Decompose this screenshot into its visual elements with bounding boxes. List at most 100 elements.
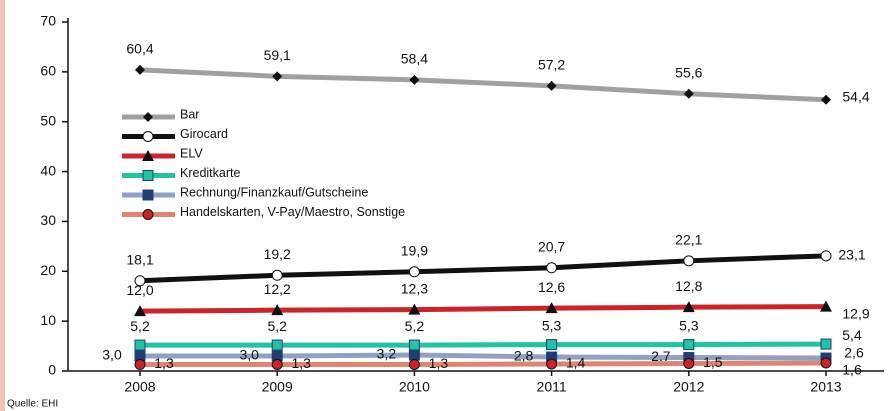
x-tick-label: 2010 (399, 379, 430, 395)
marker (134, 359, 146, 371)
marker (142, 170, 154, 181)
series-line (139, 304, 827, 314)
marker (820, 300, 832, 312)
marker (134, 305, 146, 317)
value-label: 1,6 (842, 362, 862, 378)
value-label: 1,3 (291, 355, 311, 371)
y-tick-label: 50 (40, 112, 56, 128)
value-label: 2,8 (514, 348, 534, 364)
legend-label: Bar (180, 107, 199, 121)
series-line (140, 341, 827, 348)
marker (272, 71, 283, 82)
value-label: 5,2 (267, 318, 287, 334)
value-label: 58,4 (401, 51, 428, 67)
value-label: 55,6 (675, 64, 702, 80)
marker (142, 131, 154, 142)
x-tick-label: 2008 (124, 379, 155, 395)
value-label: 12,6 (538, 279, 565, 295)
value-label: 5,3 (542, 317, 562, 333)
x-tick-label: 2011 (537, 379, 567, 395)
marker (683, 255, 695, 267)
y-tick-label: 70 (40, 13, 56, 29)
marker (545, 302, 558, 314)
marker (820, 338, 832, 350)
marker (142, 150, 154, 161)
value-label: 3,0 (102, 347, 122, 363)
marker (408, 359, 420, 371)
marker (271, 269, 283, 281)
value-label: 12,2 (264, 281, 291, 297)
value-label: 5,2 (130, 318, 150, 334)
series-line (140, 360, 827, 368)
y-tick-label: 20 (40, 262, 56, 278)
marker (682, 301, 695, 313)
y-tick-label: 0 (48, 362, 56, 378)
marker (409, 74, 420, 85)
x-tick-label: 2009 (262, 379, 293, 395)
marker (135, 64, 145, 75)
legend-label: Kreditkarte (180, 166, 240, 180)
marker (271, 339, 283, 351)
legend-label: Handelskarten, V-Pay/Maestro, Sonstige (180, 205, 405, 219)
marker (683, 88, 694, 99)
marker (683, 339, 695, 351)
y-tick-label: 60 (40, 63, 56, 79)
marker (271, 304, 284, 316)
value-label: 12,8 (675, 278, 702, 294)
legend-label: Rechnung/Finanzkauf/Gutscheine (180, 185, 368, 199)
value-label: 12,9 (842, 305, 869, 321)
marker (546, 358, 558, 370)
x-tick-label: 2013 (810, 379, 841, 395)
value-label: 3,2 (377, 346, 397, 362)
value-label: 23,1 (838, 247, 865, 263)
value-label: 12,3 (401, 280, 428, 296)
value-label: 2,6 (844, 345, 864, 361)
value-label: 1,5 (703, 354, 723, 370)
value-label: 2,7 (651, 348, 671, 364)
value-label: 57,2 (538, 57, 565, 73)
marker (408, 349, 420, 361)
marker (271, 359, 283, 371)
value-label: 1,3 (429, 355, 449, 371)
marker (408, 266, 420, 278)
marker (142, 209, 154, 220)
value-label: 5,3 (679, 317, 699, 333)
value-label: 60,4 (126, 41, 153, 57)
series-line (140, 352, 827, 361)
source: Quelle: EHI (7, 399, 58, 410)
value-label: 1,3 (154, 355, 174, 371)
value-label: 22,1 (675, 232, 702, 248)
marker (683, 358, 695, 370)
value-label: 19,9 (401, 242, 428, 258)
marker (820, 250, 832, 262)
marker (134, 339, 146, 351)
value-label: 59,1 (264, 47, 291, 63)
value-label: 1,4 (566, 355, 586, 371)
value-label: 20,7 (538, 238, 565, 254)
value-label: 5,2 (405, 318, 425, 334)
series-line (139, 253, 827, 284)
marker (143, 112, 153, 122)
marker (820, 357, 832, 369)
marker (142, 189, 154, 201)
value-label: 12,0 (126, 282, 153, 298)
value-label: 54,4 (842, 88, 869, 104)
marker (546, 80, 557, 91)
side-strip (0, 0, 5, 411)
series-line (139, 67, 827, 103)
marker (546, 339, 558, 351)
x-tick-label: 2012 (673, 379, 704, 395)
marker (821, 94, 831, 105)
marker (134, 275, 146, 287)
marker (408, 303, 421, 315)
value-label: 19,2 (264, 246, 291, 262)
legend-label: ELV (180, 146, 203, 160)
marker (546, 262, 558, 274)
legend-label: Girocard (180, 127, 228, 141)
value-label: 5,4 (842, 327, 862, 343)
value-label: 3,0 (239, 347, 259, 363)
y-tick-label: 40 (40, 162, 56, 178)
y-tick-label: 30 (40, 212, 56, 228)
marker (408, 339, 420, 351)
